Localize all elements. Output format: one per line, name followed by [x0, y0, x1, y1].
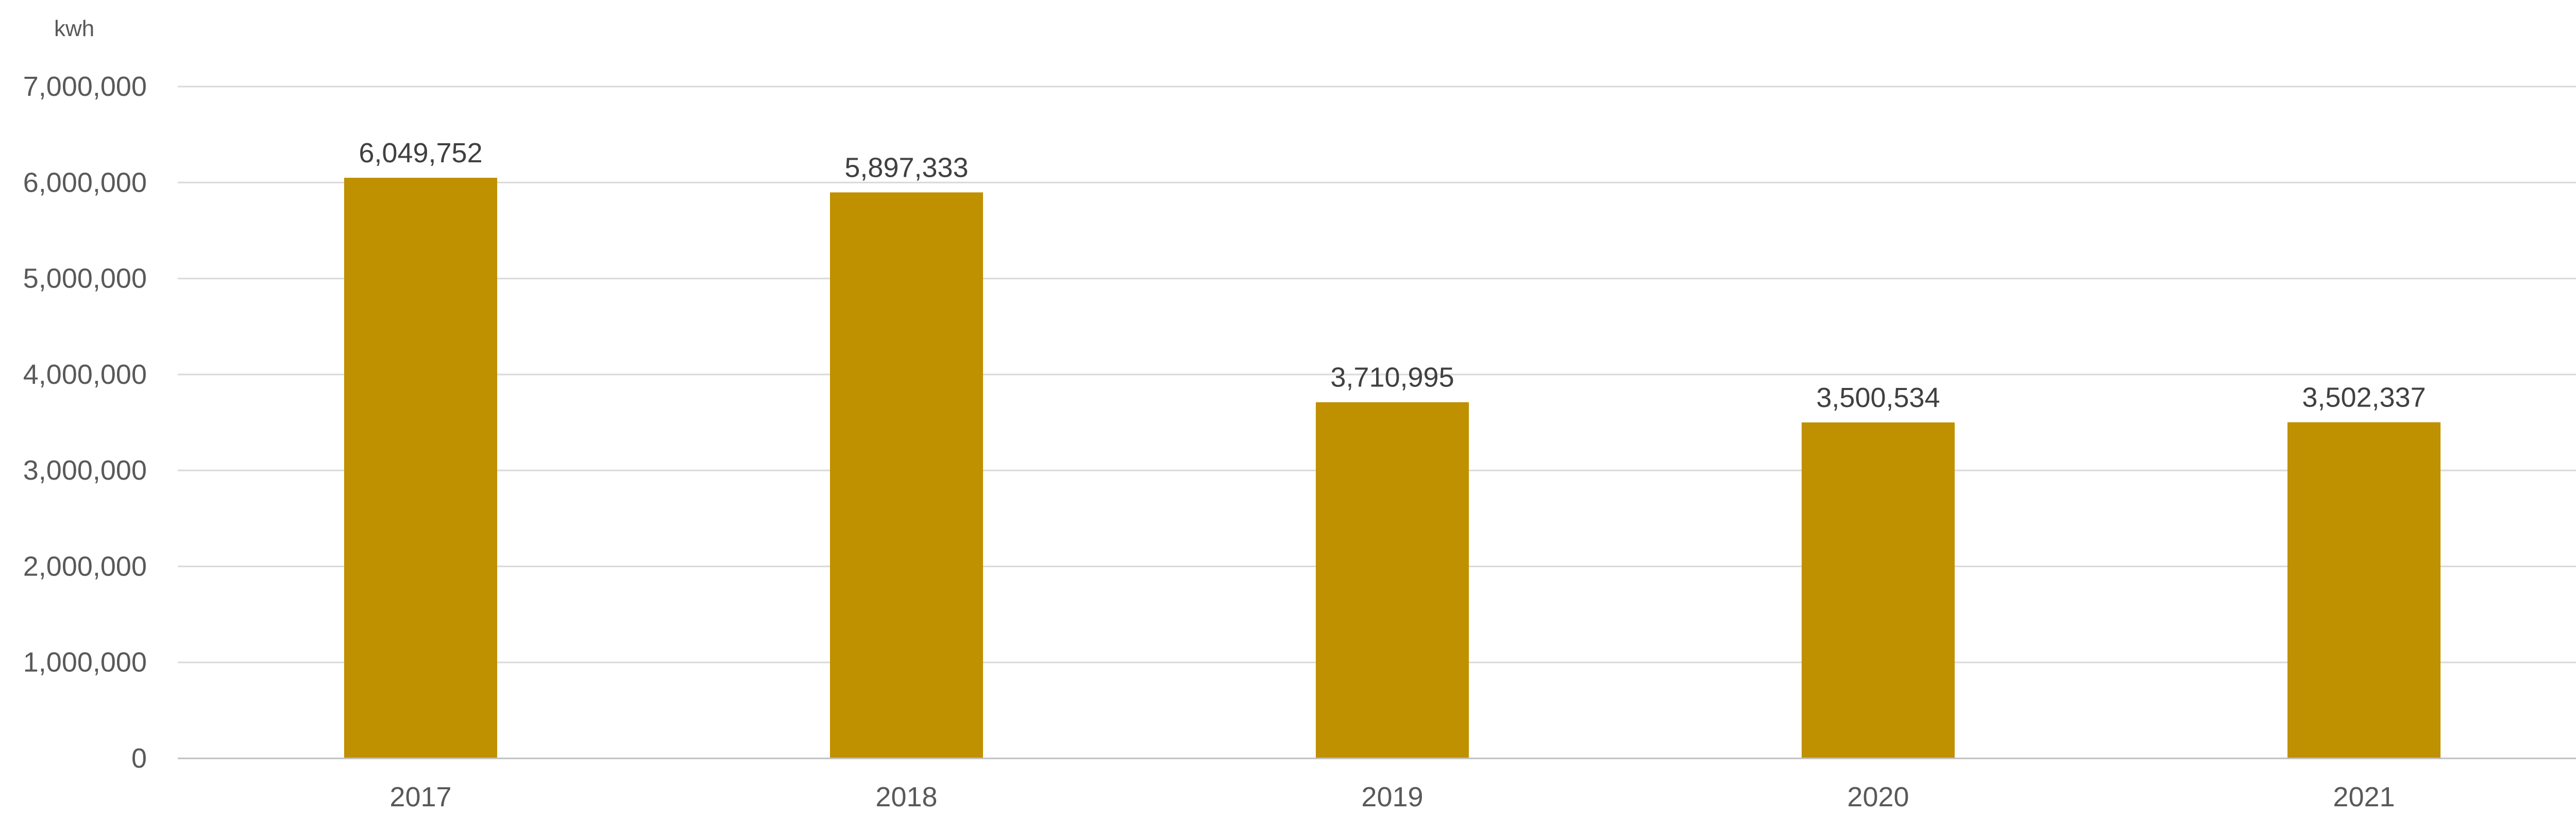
x-axis-ticks: 2017 2018 2019 2020 2021 [389, 782, 2395, 812]
data-label-2018: 5,897,333 [844, 152, 968, 183]
x-tick-label-2018: 2018 [875, 782, 937, 812]
x-tick-label-2019: 2019 [1361, 782, 1423, 812]
y-tick-label: 3,000,000 [23, 455, 147, 486]
bar-2019 [1315, 402, 1469, 758]
y-tick-label: 1,000,000 [23, 647, 147, 678]
data-label-2017: 6,049,752 [359, 138, 482, 168]
x-tick-label-2017: 2017 [389, 782, 451, 812]
y-tick-label: 5,000,000 [23, 263, 147, 294]
data-label-2019: 3,710,995 [1330, 362, 1454, 393]
x-tick-label-2021: 2021 [2333, 782, 2395, 812]
y-axis-unit-label: kwh [54, 16, 94, 41]
y-tick-label: 0 [131, 743, 147, 774]
bars [344, 178, 2441, 759]
y-axis-ticks: 0 1,000,000 2,000,000 3,000,000 4,000,000 5,0… [23, 71, 147, 774]
bar-2021 [2287, 422, 2441, 758]
data-label-2020: 3,500,534 [1816, 382, 1940, 413]
y-tick-label: 2,000,000 [23, 551, 147, 582]
bar-2020 [1801, 422, 1955, 758]
bar-2017 [344, 178, 498, 759]
y-tick-label: 4,000,000 [23, 359, 147, 390]
y-tick-label: 7,000,000 [23, 71, 147, 102]
data-labels: 6,049,752 5,897,333 3,710,995 3,500,534 3,50… [359, 138, 2426, 413]
bar-2018 [829, 192, 984, 758]
y-tick-label: 6,000,000 [23, 167, 147, 198]
x-tick-label-2020: 2020 [1847, 782, 1909, 812]
data-label-2021: 3,502,337 [2302, 382, 2426, 413]
